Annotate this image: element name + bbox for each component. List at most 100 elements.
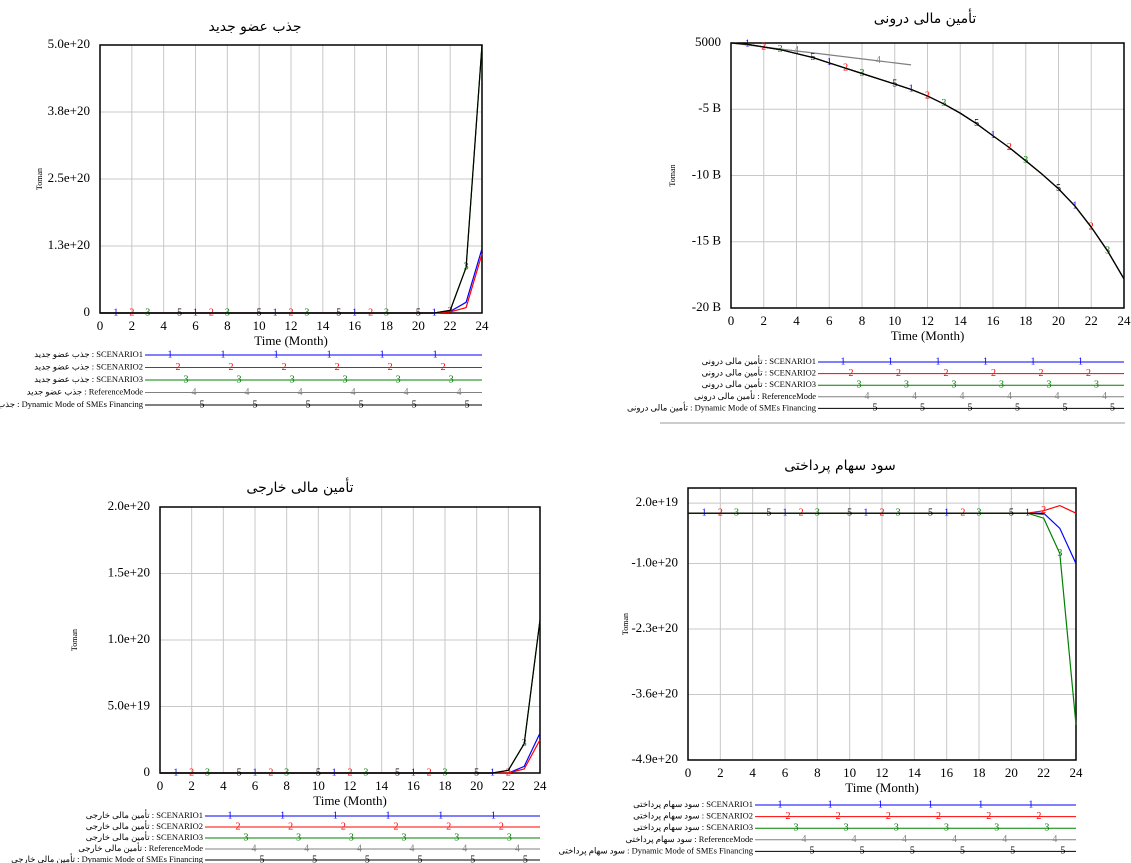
legend-marker: 2	[1036, 811, 1041, 822]
legend-marker: 1	[280, 810, 285, 821]
y-axis-label: Toman	[621, 613, 630, 635]
legend-marker: 4	[1102, 391, 1107, 402]
legend-marker: 1	[274, 349, 279, 360]
legend-marker: 1	[841, 356, 846, 367]
x-tick-label: 8	[283, 778, 290, 793]
legend-label: تأمین مالی خارجی : Dynamic Mode of SMEs …	[11, 852, 204, 863]
legend-marker: 4	[462, 843, 467, 854]
legend-marker: 4	[192, 387, 197, 398]
legend-marker: 3	[1094, 379, 1099, 390]
legend-marker: 3	[454, 832, 459, 843]
y-tick-label: 0	[144, 764, 151, 779]
legend-marker: 5	[253, 399, 258, 410]
legend-marker: 3	[952, 379, 957, 390]
legend-marker: 5	[860, 846, 865, 857]
x-tick-label: 4	[793, 313, 800, 328]
x-tick-label: 20	[412, 318, 425, 333]
legend-label: تأمین مالی خارجی : SCENARIO1	[86, 808, 203, 821]
chart-title: جذب عضو جدید	[208, 19, 301, 35]
legend-marker: 1	[228, 810, 233, 821]
x-axis-label: Time (Month)	[891, 328, 965, 343]
legend-marker: 4	[852, 834, 857, 845]
x-tick-label: 2	[129, 318, 136, 333]
legend-marker: 2	[896, 368, 901, 379]
legend-marker: 5	[412, 399, 417, 410]
legend-marker: 1	[491, 810, 496, 821]
legend-marker: 5	[1063, 403, 1068, 414]
legend-marker: 3	[894, 822, 899, 833]
legend-marker: 3	[844, 822, 849, 833]
legend-marker: 1	[888, 356, 893, 367]
legend-marker: 5	[470, 854, 475, 863]
series-marker: 5	[316, 767, 321, 778]
legend-marker: 3	[449, 374, 454, 385]
x-tick-label: 12	[921, 313, 934, 328]
series-marker: 5	[257, 307, 262, 318]
x-tick-label: 6	[192, 318, 199, 333]
legend-label: سود سهام پرداختی : SCENARIO3	[633, 822, 753, 833]
chart-title: تأمین مالی خارجی	[246, 477, 353, 496]
legend-marker: 2	[786, 811, 791, 822]
legend-marker: 2	[176, 362, 181, 373]
series-marker: 5	[1009, 507, 1014, 518]
legend-marker: 4	[865, 391, 870, 402]
legend-marker: 2	[288, 821, 293, 832]
legend-marker: 4	[912, 391, 917, 402]
y-tick-label: 5000	[695, 34, 721, 49]
x-tick-label: 8	[859, 313, 866, 328]
series-marker: 5	[336, 307, 341, 318]
legend-marker: 3	[396, 374, 401, 385]
x-tick-label: 0	[685, 765, 692, 780]
legend-marker: 3	[944, 822, 949, 833]
legend-marker: 4	[410, 843, 415, 854]
y-tick-label: 2.5e+20	[48, 170, 90, 185]
x-tick-label: 8	[814, 765, 821, 780]
x-tick-label: 24	[534, 778, 548, 793]
legend-marker: 2	[229, 362, 234, 373]
x-tick-label: 22	[444, 318, 457, 333]
y-tick-label: -15 B	[692, 233, 722, 248]
x-tick-label: 14	[908, 765, 922, 780]
legend-marker: 1	[327, 349, 332, 360]
legend-label: جذب عضو جدید : SCENARIO3	[34, 374, 143, 385]
legend-marker: 1	[221, 349, 226, 360]
series-line	[730, 42, 1125, 280]
legend-marker: 4	[1007, 391, 1012, 402]
legend-marker: 5	[312, 854, 317, 863]
x-axis-label: Time (Month)	[313, 793, 387, 808]
legend-marker: 4	[357, 843, 362, 854]
y-tick-label: 1.3e+20	[48, 237, 90, 252]
series-marker: 2	[448, 306, 453, 317]
legend-marker: 1	[978, 799, 983, 810]
series-line	[160, 619, 541, 774]
legend-marker: 4	[351, 387, 356, 398]
legend-marker: 3	[184, 374, 189, 385]
legend-label: جذب عضو جدید : ReferenceMode	[27, 386, 143, 397]
legend-marker: 5	[873, 403, 878, 414]
y-tick-label: 2.0e+19	[636, 494, 678, 509]
y-tick-label: -5 B	[698, 100, 721, 115]
x-tick-label: 22	[1037, 765, 1050, 780]
legend-marker: 5	[910, 846, 915, 857]
legend-marker: 3	[402, 832, 407, 843]
legend-label: تأمین مالی درونی : ReferenceMode	[694, 389, 816, 402]
x-tick-label: 8	[224, 318, 231, 333]
legend-marker: 5	[1110, 403, 1115, 414]
x-tick-label: 24	[1070, 765, 1084, 780]
legend-marker: 5	[810, 846, 815, 857]
y-tick-label: -2.3e+20	[631, 620, 678, 635]
legend-marker: 5	[523, 854, 528, 863]
legend-marker: 3	[237, 374, 242, 385]
y-tick-label: -20 B	[692, 299, 722, 314]
y-axis-label: Toman	[35, 168, 44, 190]
x-tick-label: 22	[502, 778, 515, 793]
x-tick-label: 16	[940, 765, 954, 780]
legend-marker: 3	[296, 832, 301, 843]
series-marker: 4	[876, 55, 881, 66]
legend-marker: 2	[986, 811, 991, 822]
x-tick-label: 4	[220, 778, 227, 793]
x-tick-label: 24	[1118, 313, 1131, 328]
legend-marker: 5	[960, 846, 965, 857]
legend-marker: 1	[778, 799, 783, 810]
legend-marker: 3	[343, 374, 348, 385]
